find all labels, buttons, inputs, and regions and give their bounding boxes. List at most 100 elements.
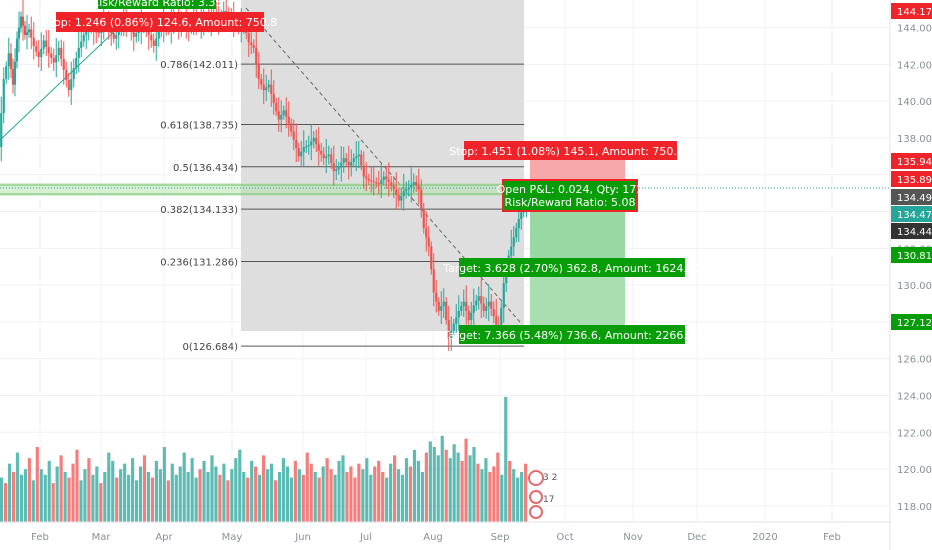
candle-body [352,158,355,162]
volume-bars [0,397,528,522]
candle-body [13,61,17,85]
candle-body [335,169,338,172]
volume-bar [396,469,401,522]
x-axis[interactable]: Feb Mar Apr May Jun Jul Aug Sep Oct Nov Dec 2020 Feb [31,532,841,543]
volume-bar [520,472,524,522]
candle-body [415,182,418,186]
candle-body [487,301,490,307]
candle-body [467,310,470,321]
candle-body [327,154,330,157]
x-tick-label: Jul [359,532,372,543]
candle-body [397,194,400,201]
volume-bar [146,472,151,522]
candle-body [252,45,255,48]
candle-body [432,269,435,293]
candle-body [57,47,60,56]
event-markers[interactable]: 3 2 17 [528,470,557,519]
candle-body [345,158,348,162]
x-tick-label: Dec [687,532,706,543]
svg-text:Open P&L: 0.024, Qty: 172: Open P&L: 0.024, Qty: 172 [497,183,644,196]
y-tick-label: 140.000 [897,97,932,108]
price-tag [891,189,932,205]
x-tick-label: Sep [491,532,510,543]
volume-bar [170,463,174,522]
volume-bar [79,480,83,522]
candle-body [50,53,53,58]
candle-body [32,37,35,46]
volume-bar [289,477,293,522]
volume-bar [258,474,262,522]
svg-text:Target: 3.628 (2.70%) 362.8, A: Target: 3.628 (2.70%) 362.8, Amount: 162… [442,262,701,275]
x-tick-label: Oct [556,532,573,543]
x-tick-label: Feb [31,532,49,543]
candle-body [135,33,138,37]
volume-bar [91,474,95,522]
candle-body [280,114,283,120]
price-tag [891,171,932,187]
candle-body [307,145,310,147]
volume-bar [500,474,504,522]
candle-body [290,123,293,132]
candle-body [462,301,465,307]
volume-bar [59,455,63,522]
candle-body [157,31,160,39]
candle-body [312,137,315,142]
volume-bar [385,477,389,522]
candle-body [65,69,68,81]
support-trend-line[interactable] [0,27,119,141]
volume-bar [504,397,508,522]
volume-bar [206,472,210,522]
volume-bar [75,449,79,522]
volume-bar [428,441,432,522]
volume-bar [516,477,520,522]
candle-body [360,154,363,166]
volume-bar [365,458,369,522]
volume-bar [23,469,27,522]
volume-bar [142,455,147,522]
x-tick-label: Feb [823,532,841,543]
candle-body [480,296,483,304]
candle-body [5,66,8,80]
position-labels[interactable]: Risk/Reward Ratio: 3.33 Stop: 1.246 (0.8… [43,0,701,344]
volume-bar [393,455,397,522]
candle-body [380,180,383,184]
volume-bar [182,452,186,522]
open-pnl-label: Open P&L: 0.024, Qty: 172 Risk/Reward Ra… [497,179,644,212]
candle-body [400,195,403,201]
candle-body [365,176,368,179]
volume-bar [0,477,4,522]
candle-body [72,68,75,80]
candle-body [277,111,280,120]
candle-body [302,147,305,152]
volume-bar [134,480,139,522]
candle-body [460,306,463,311]
price-tag [891,153,932,169]
volume-bar [369,474,373,522]
price-tag-label: 130.812 [897,251,932,262]
candle-body [115,34,118,39]
candle-body [23,25,27,35]
volume-bar [119,469,123,522]
candle-body [60,47,63,59]
candle-body [500,308,503,333]
volume-bar [416,460,421,522]
fibonacci-retracement[interactable]: 0.786(142.011) 0.618(138.735) 0.5(136.434)… [160,60,524,353]
candle-body [15,38,19,62]
volume-bar [424,452,428,522]
volume-bar [174,474,178,522]
candle-body [155,38,158,46]
volume-bar [488,472,492,522]
candle-body [492,309,495,317]
candle-body [2,79,5,114]
volume-bar [297,469,301,522]
volume-bar [111,460,115,522]
volume-bar [158,469,162,522]
candle-body [75,57,78,69]
candle-body [55,55,58,63]
volume-bar [317,477,321,522]
volume-bar [321,466,325,522]
volume-bar [476,463,480,522]
volume-bar [39,469,43,522]
volume-bar [313,472,317,522]
